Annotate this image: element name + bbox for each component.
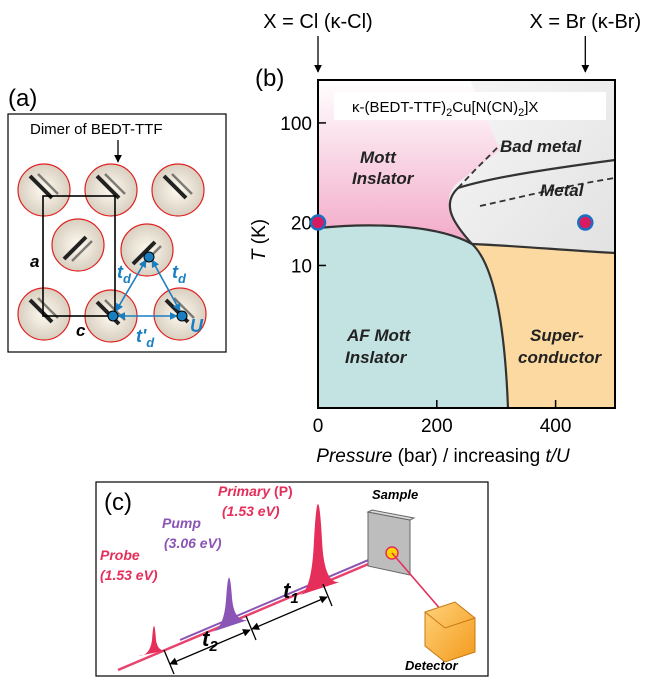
line: Inslator	[345, 348, 408, 367]
figure: (a) Dimer of BEDT-TTF a c td td t'd U (b…	[0, 0, 659, 679]
y-tick-label: 10	[291, 256, 312, 277]
pulse-energy: (3.06 eV)	[164, 535, 222, 551]
axis-label: a	[30, 252, 39, 271]
pulse-label: Primary (P)	[218, 483, 293, 499]
label-part: t/U	[545, 446, 570, 467]
annotation: X = Cl (κ-Cl)	[263, 11, 372, 33]
line: conductor	[518, 348, 602, 367]
site	[108, 311, 118, 321]
pulse-label: Probe	[100, 547, 140, 563]
subscript: d	[123, 271, 132, 286]
x-tick-label: 400	[540, 416, 572, 437]
y-axis-label: T (K)	[249, 219, 270, 261]
x-axis-label: Pressure (bar) / increasing t/U	[316, 446, 570, 467]
title-part: ]X	[524, 99, 538, 116]
pulse-label: Pump	[162, 515, 201, 531]
title-part: Cu[N(CN)	[452, 99, 518, 116]
panel-label: (b)	[255, 65, 284, 92]
x-tick-label: 0	[313, 416, 324, 437]
line: Super-	[530, 326, 584, 345]
line: AF Mott	[346, 326, 412, 345]
title-part: κ-(BEDT-TTF)	[352, 99, 446, 116]
panel-label: (c)	[104, 489, 132, 516]
y-tick-label: 20	[291, 214, 312, 235]
point	[311, 216, 325, 230]
line: Mott	[360, 148, 397, 167]
detector-label: Detector	[405, 658, 459, 673]
label-part: Primary	[218, 483, 271, 499]
region-label: Bad metal	[500, 137, 583, 156]
label-part: Pressure	[316, 446, 392, 467]
region-label: Metal	[540, 181, 585, 200]
site	[144, 252, 154, 262]
pulse-energy: (1.53 eV)	[100, 567, 158, 583]
subscript: 2	[208, 638, 218, 655]
page: (a) Dimer of BEDT-TTF a c td td t'd U (b…	[0, 0, 659, 679]
annotation: X = Br (κ-Br)	[529, 11, 641, 33]
x-tick-label: 200	[421, 416, 453, 437]
label-part: (bar) / increasing	[392, 446, 545, 467]
pulse-energy: (1.53 eV)	[222, 503, 280, 519]
subscript: d	[178, 271, 187, 286]
label-part: (P)	[270, 483, 293, 499]
panel-label: (a)	[8, 85, 37, 112]
label-part: (K)	[249, 219, 270, 250]
sample-label: Sample	[372, 487, 418, 502]
point	[578, 216, 592, 230]
coulomb-label: U	[190, 316, 204, 336]
line: Inslator	[352, 169, 415, 188]
panel-c: (c) Primary (P) (1.53 eV) Pump (3.06 eV)…	[96, 482, 488, 676]
axis-label: c	[76, 321, 86, 340]
y-tick-label: 100	[280, 114, 312, 135]
panel-a: (a) Dimer of BEDT-TTF a c td td t'd U	[8, 85, 226, 352]
subscript: 1	[290, 590, 298, 607]
site	[177, 311, 187, 321]
subscript: d	[146, 335, 155, 350]
dimer-label: Dimer of BEDT-TTF	[30, 121, 163, 138]
